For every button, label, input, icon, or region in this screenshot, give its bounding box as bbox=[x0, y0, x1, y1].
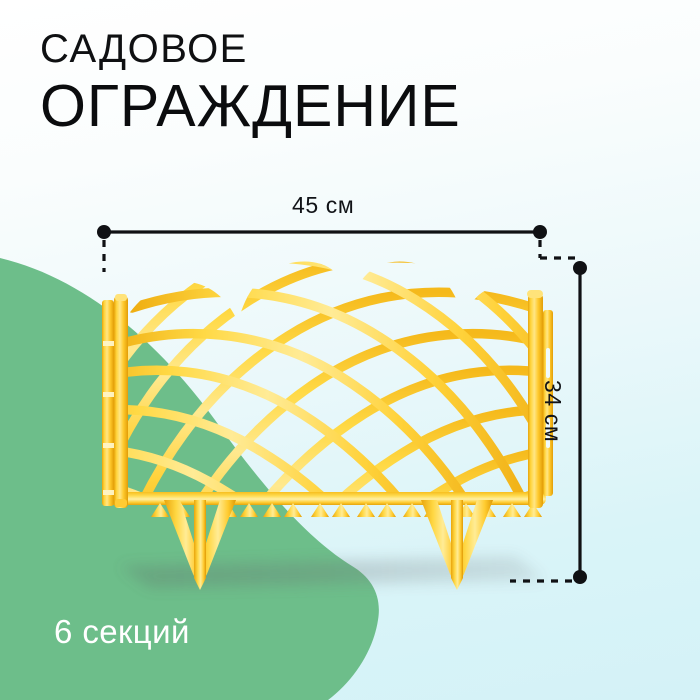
fence-post-left bbox=[102, 294, 128, 508]
dimension-dot-width-left bbox=[97, 225, 111, 239]
page-title-block: САДОВОЕ ОГРАЖДЕНИЕ bbox=[40, 28, 660, 138]
dimension-dot-height-bottom bbox=[573, 570, 587, 584]
ground-stake-right bbox=[421, 500, 493, 590]
post-right-body bbox=[528, 294, 543, 508]
post-left-body bbox=[114, 296, 128, 508]
dimension-label-width: 45 см bbox=[292, 192, 355, 218]
title-line-1: САДОВОЕ bbox=[40, 27, 248, 71]
fence-post-right bbox=[527, 290, 553, 508]
post-left-notches bbox=[103, 341, 114, 495]
dimension-label-height: 34 см bbox=[540, 380, 566, 443]
post-right-slots bbox=[546, 348, 550, 448]
ground-stake-left bbox=[164, 500, 236, 590]
post-right-outer-strip bbox=[543, 310, 553, 496]
shadow-band bbox=[120, 556, 545, 588]
green-blob bbox=[0, 258, 379, 700]
title-line-2: ОГРАЖДЕНИЕ bbox=[40, 73, 461, 139]
fence-ground-stakes bbox=[164, 500, 493, 590]
dimension-dot-width-right bbox=[533, 225, 547, 239]
sections-caption: 6 секций bbox=[54, 613, 190, 650]
post-left-hinge-column bbox=[102, 300, 114, 506]
